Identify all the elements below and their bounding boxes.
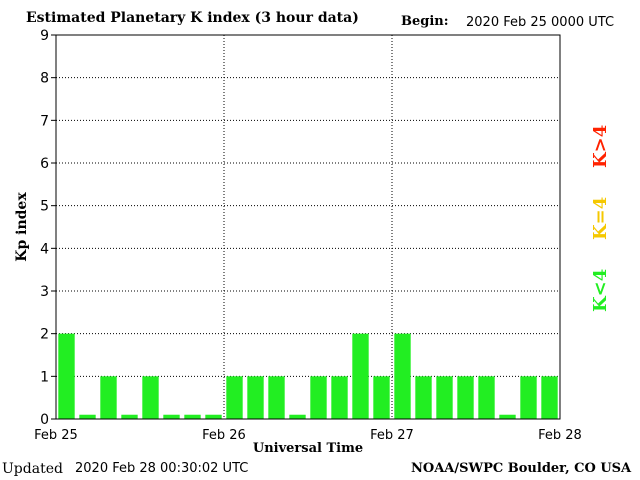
y-axis-label: Kp index <box>14 192 30 262</box>
x-tick-label: Feb 28 <box>538 428 582 443</box>
kp-bar <box>184 414 201 419</box>
kp-bar <box>289 414 306 419</box>
chart-title: Estimated Planetary K index (3 hour data… <box>26 10 359 26</box>
kp-bar <box>394 333 411 419</box>
y-tick-label: 5 <box>40 199 49 215</box>
x-tick-label: Feb 25 <box>34 428 78 443</box>
legend-item-k-below-4: K<4 <box>590 268 611 312</box>
y-tick-label: 8 <box>40 71 49 87</box>
kp-bar <box>331 376 348 419</box>
kp-bar <box>499 414 516 419</box>
kp-bar <box>247 376 264 419</box>
kp-bar <box>310 376 327 419</box>
kp-bar <box>541 376 558 419</box>
kp-bar <box>457 376 474 419</box>
plot-frame <box>55 34 561 420</box>
y-tick-label: 4 <box>40 241 49 257</box>
y-tick-label: 6 <box>40 156 49 172</box>
y-tick-label: 0 <box>40 412 49 428</box>
x-axis-label: Universal Time <box>253 441 363 456</box>
source-credit: NOAA/SWPC Boulder, CO USA <box>411 461 632 476</box>
kp-bar <box>79 414 96 419</box>
kp-bar <box>478 376 495 419</box>
y-tick-label: 3 <box>40 284 49 300</box>
grid-layer <box>56 35 560 419</box>
kp-bar <box>121 414 138 419</box>
kp-bar <box>58 333 75 419</box>
kp-bar <box>352 333 369 419</box>
begin-value: 2020 Feb 25 0000 UTC <box>466 15 615 30</box>
legend-item-k-above-4: K>4 <box>590 124 611 168</box>
legend-item-k-equals-4: K=4 <box>590 196 611 240</box>
y-tick-label: 2 <box>40 327 49 343</box>
kp-bar <box>520 376 537 419</box>
legend: K<4 K=4 K>4 <box>590 120 616 320</box>
kp-bar <box>205 414 222 419</box>
kp-bar <box>226 376 243 419</box>
y-tick-label: 7 <box>40 113 49 129</box>
updated-value: 2020 Feb 28 00:30:02 UTC <box>75 461 249 476</box>
bars-layer <box>58 333 558 419</box>
kp-bar <box>436 376 453 419</box>
kp-bar <box>100 376 117 419</box>
x-tick-label: Feb 26 <box>202 428 246 443</box>
y-tick-label: 9 <box>40 28 49 44</box>
ticks-layer: 0 1 2 3 4 5 6 7 8 9 Feb 25 Feb 26 Feb 27 Feb 28 <box>34 28 582 443</box>
kp-bar <box>142 376 159 419</box>
kp-bar <box>268 376 285 419</box>
x-tick-label: Feb 27 <box>370 428 414 443</box>
updated-label: Updated <box>2 461 63 477</box>
begin-label: Begin: <box>401 14 449 29</box>
kp-bar <box>163 414 180 419</box>
kp-bar <box>415 376 432 419</box>
y-tick-label: 1 <box>40 369 49 385</box>
kp-bar <box>373 376 390 419</box>
